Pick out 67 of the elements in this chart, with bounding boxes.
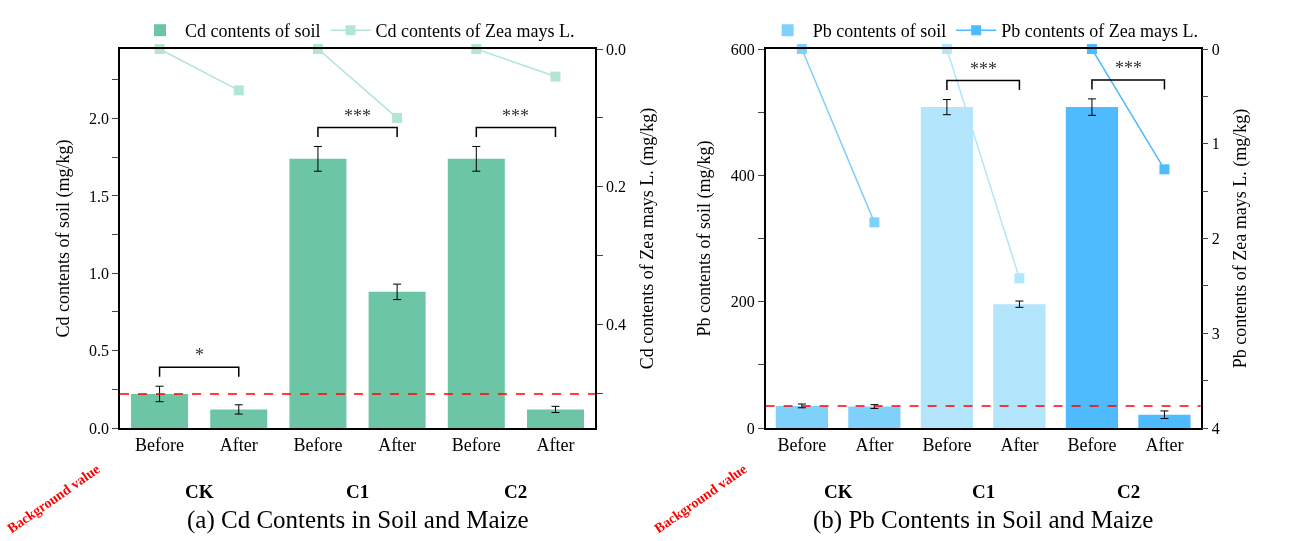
point	[1159, 164, 1170, 175]
x-tick-label: Before	[777, 435, 827, 456]
y-tick-label: 200	[730, 293, 755, 311]
y-tick-label: 2.0	[89, 110, 110, 128]
y2-axis-title: Cd contents of Zea mays L. (mg/kg)	[636, 107, 658, 370]
bar	[368, 291, 426, 428]
bar	[447, 158, 505, 428]
text: CK	[824, 481, 853, 502]
x-tick-label: Before	[451, 435, 501, 456]
annotation: ***	[344, 106, 371, 126]
y-tick-label: 1.5	[89, 187, 110, 205]
y2-tick-label: 2	[1211, 230, 1220, 248]
legend-label: Pb contents of soil	[812, 21, 947, 42]
x-tick-label: Before	[293, 435, 343, 456]
text: C2	[504, 481, 528, 502]
point	[1014, 273, 1025, 284]
x-tick-label: After	[219, 435, 258, 456]
y2-tick-label: 0.4	[606, 316, 627, 334]
point	[233, 85, 244, 96]
bar	[131, 393, 189, 428]
point	[392, 112, 403, 123]
bar	[993, 304, 1046, 428]
x-tick-label: Before	[922, 435, 972, 456]
text: (a) Cd Contents in Soil and Maize	[187, 506, 529, 534]
x-tick-label: After	[855, 435, 894, 456]
y2-tick-label: 0	[1211, 40, 1220, 58]
legend-label: Pb contents of Zea mays L.	[1001, 21, 1199, 42]
x-tick-label: After	[378, 435, 417, 456]
text: C1	[346, 481, 370, 502]
x-tick-label: After	[1000, 435, 1039, 456]
x-tick-label: Before	[1067, 435, 1117, 456]
y-axis-title: Pb contents of soil (mg/kg)	[694, 140, 716, 337]
y2-tick-label: 3	[1211, 324, 1220, 342]
y-tick-label: 0	[746, 419, 755, 437]
annotation: ***	[970, 59, 997, 79]
y-tick-label: 0.5	[89, 342, 110, 360]
bar	[289, 158, 347, 428]
legend-label: Cd contents of Zea mays L.	[375, 21, 575, 42]
legend-label: Cd contents of soil	[185, 21, 321, 42]
y-tick-label: 400	[730, 166, 755, 184]
x-tick-label: After	[1145, 435, 1184, 456]
point	[869, 217, 880, 228]
x-tick-label: Before	[135, 435, 185, 456]
y2-tick-label: 4	[1211, 419, 1220, 437]
y-axis-title: Cd contents of soil (mg/kg)	[52, 139, 74, 338]
y2-tick-label: 0.2	[606, 178, 627, 196]
text: C1	[972, 481, 996, 502]
bar	[775, 405, 828, 428]
bar	[848, 406, 901, 428]
y-tick-label: 600	[730, 40, 755, 58]
y2-axis-title: Pb contents of Zea mays L. (mg/kg)	[1230, 108, 1252, 369]
text: C2	[1117, 481, 1141, 502]
bar	[526, 409, 584, 428]
y-tick-label: 0.0	[89, 419, 110, 437]
bar	[1065, 107, 1119, 428]
y-tick-label: 1.0	[89, 264, 110, 282]
point	[550, 71, 561, 82]
bar	[1138, 414, 1191, 428]
annotation: ***	[502, 106, 529, 126]
y2-tick-label: 1	[1211, 135, 1220, 153]
annotation: *	[195, 345, 204, 365]
y2-tick-label: 0.0	[606, 40, 627, 58]
x-tick-label: After	[536, 435, 575, 456]
text: CK	[185, 481, 214, 502]
annotation: ***	[1115, 58, 1142, 78]
bar	[210, 409, 268, 428]
text: (b) Pb Contents in Soil and Maize	[813, 506, 1154, 534]
